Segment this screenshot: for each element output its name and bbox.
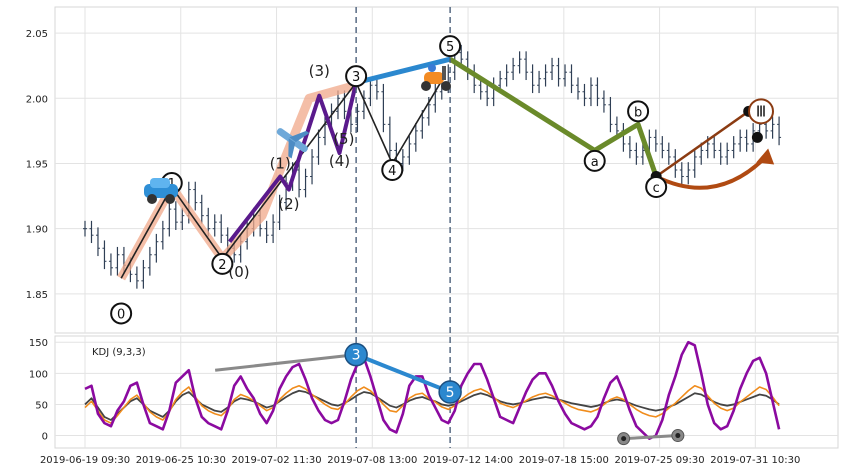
divergence-line — [623, 434, 678, 441]
wave-label-circle — [748, 98, 775, 125]
projection-arrow — [655, 155, 768, 190]
price-y-tick-label: 2.05 — [26, 29, 48, 40]
x-ticks: 2019-06-19 09:30 2019-06-25 10:30 2019-07-… — [40, 455, 800, 466]
x-tick-label: 2019-06-19 09:30 — [40, 455, 130, 466]
wave-main-path — [120, 78, 444, 279]
wave-label: 0 — [117, 307, 125, 322]
indicator-y-tick-label: 0 — [42, 432, 48, 443]
wave-label-circle — [627, 100, 650, 123]
indicator-wave-marker — [438, 380, 462, 404]
wave-abc-path — [448, 57, 659, 178]
indicator-y-tick-label: 100 — [29, 369, 48, 380]
wave-paths — [117, 56, 775, 281]
x-tick-label: 2019-07-08 13:00 — [327, 455, 417, 466]
wave-sub-label: (3) — [309, 62, 330, 80]
scooter-icon — [421, 64, 451, 91]
wave-sub-label: (2) — [278, 195, 299, 213]
indicator-lines — [84, 340, 781, 440]
price-y-tick-label: 1.90 — [26, 225, 48, 236]
wave-label: 5 — [446, 40, 454, 55]
wave-sub-path — [228, 82, 359, 243]
wave-blue-segment — [355, 56, 451, 86]
pivot-dot — [751, 131, 763, 143]
wave-label-circle — [211, 252, 234, 275]
wave-label: a — [591, 155, 599, 170]
projection-arrowhead — [756, 148, 775, 165]
indicator-wave-label: 3 — [352, 348, 361, 364]
wave-label-circle — [345, 65, 368, 88]
indicator-blue-segment — [355, 352, 451, 394]
wave-labels: 012345abcⅢ(0)(1)(2)(3)(4)(5) — [110, 35, 775, 325]
price-y-tick-label: 2.00 — [26, 94, 48, 105]
wave-label: 2 — [218, 258, 226, 273]
wave-sub-label: (0) — [228, 263, 249, 281]
indicator-annotations: 35 — [214, 342, 685, 446]
wave-sub-label: (4) — [329, 152, 350, 170]
wave-label-circle — [439, 35, 462, 58]
divergence-line — [214, 353, 357, 372]
x-tick-label: 2019-06-25 10:30 — [136, 455, 226, 466]
divergence-dot-center — [675, 433, 681, 439]
x-tick-label: 2019-07-25 09:30 — [615, 455, 705, 466]
wave-label-circle — [110, 302, 133, 325]
wave-sub-label: (1) — [270, 155, 291, 173]
x-tick-label: 2019-07-02 11:30 — [231, 455, 321, 466]
indicator-title: KDJ (9,3,3) — [92, 347, 146, 358]
indicator-y-tick-label: 150 — [29, 338, 48, 349]
indicator-y-tick-label: 50 — [35, 400, 48, 411]
x-tick-label: 2019-07-12 14:00 — [423, 455, 513, 466]
airplane-icon — [276, 128, 310, 159]
wave-label: 3 — [352, 70, 360, 85]
indicator-wave-label: 5 — [446, 385, 455, 401]
wave-label-circle — [583, 149, 606, 172]
price-y-tick-label: 1.85 — [26, 290, 48, 301]
wave-sub-label: (5) — [333, 130, 354, 148]
indicator-y-ticks: 0 50 100 150 — [29, 338, 48, 442]
x-tick-label: 2019-07-31 10:30 — [710, 455, 800, 466]
price-y-ticks: 1.85 1.90 1.95 2.00 2.05 — [26, 29, 48, 301]
wave-brown-path — [655, 110, 750, 178]
wave-label-circle — [381, 159, 404, 181]
wave-label: b — [634, 105, 642, 120]
price-y-tick-label: 1.95 — [26, 159, 48, 170]
indicator-grid — [55, 336, 838, 448]
kdj-series-line — [84, 340, 781, 440]
wave-label: Ⅲ — [756, 102, 766, 120]
wave-label-circle — [645, 175, 668, 198]
wave-label: 4 — [388, 164, 396, 179]
x-tick-label: 2019-07-18 15:00 — [519, 455, 609, 466]
wave-label: c — [653, 181, 660, 196]
indicator-wave-marker — [344, 342, 368, 367]
divergence-dot-center — [621, 436, 627, 442]
car-icon — [144, 178, 178, 204]
